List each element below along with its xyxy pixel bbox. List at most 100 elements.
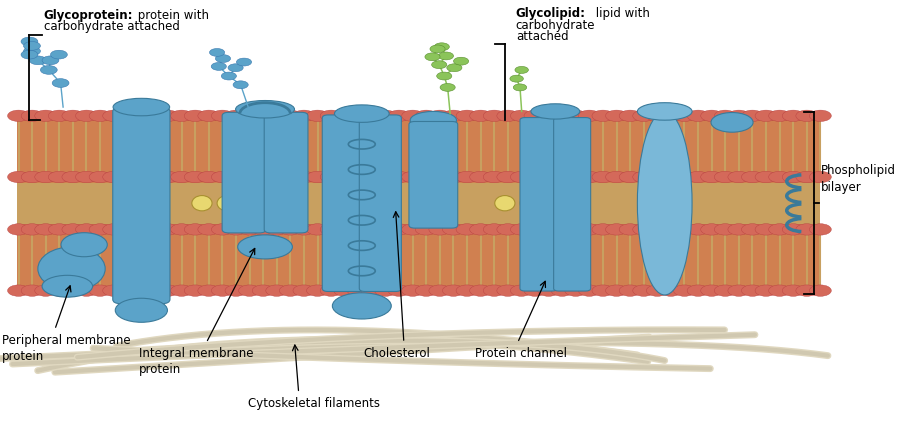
Circle shape <box>524 285 546 296</box>
Circle shape <box>233 81 248 89</box>
Circle shape <box>809 171 832 183</box>
Circle shape <box>388 110 410 121</box>
Circle shape <box>144 171 165 183</box>
Circle shape <box>50 50 67 59</box>
Ellipse shape <box>113 98 170 116</box>
Circle shape <box>35 285 57 296</box>
Circle shape <box>157 110 179 121</box>
Circle shape <box>441 83 455 91</box>
Circle shape <box>646 224 668 235</box>
Circle shape <box>184 171 206 183</box>
Circle shape <box>796 110 818 121</box>
Text: protein with: protein with <box>134 9 209 22</box>
Circle shape <box>484 285 505 296</box>
Circle shape <box>592 285 614 296</box>
Circle shape <box>22 110 43 121</box>
Circle shape <box>673 171 696 183</box>
Circle shape <box>320 224 342 235</box>
Circle shape <box>456 285 478 296</box>
Circle shape <box>23 47 40 55</box>
Circle shape <box>538 110 559 121</box>
Text: Cytoskeletal filaments: Cytoskeletal filaments <box>248 397 380 410</box>
Circle shape <box>375 171 396 183</box>
Circle shape <box>511 224 532 235</box>
Circle shape <box>524 110 546 121</box>
Circle shape <box>619 171 641 183</box>
Ellipse shape <box>637 103 692 120</box>
Circle shape <box>320 171 342 183</box>
Circle shape <box>430 45 445 53</box>
Circle shape <box>347 110 369 121</box>
Circle shape <box>755 110 777 121</box>
Circle shape <box>388 171 410 183</box>
Circle shape <box>280 171 301 183</box>
Ellipse shape <box>334 105 389 122</box>
Circle shape <box>551 224 573 235</box>
Circle shape <box>30 56 46 65</box>
Circle shape <box>755 285 777 296</box>
Circle shape <box>497 110 519 121</box>
Circle shape <box>35 224 57 235</box>
Circle shape <box>809 110 832 121</box>
FancyBboxPatch shape <box>322 115 364 291</box>
Circle shape <box>144 110 165 121</box>
Circle shape <box>40 66 58 74</box>
Circle shape <box>700 171 723 183</box>
Circle shape <box>619 224 641 235</box>
Circle shape <box>497 285 519 296</box>
Circle shape <box>198 285 219 296</box>
Circle shape <box>266 110 288 121</box>
Circle shape <box>592 171 614 183</box>
Circle shape <box>211 110 234 121</box>
Circle shape <box>102 285 125 296</box>
Circle shape <box>35 110 57 121</box>
Circle shape <box>76 285 97 296</box>
Circle shape <box>171 224 192 235</box>
Circle shape <box>375 285 396 296</box>
Circle shape <box>7 171 30 183</box>
Circle shape <box>742 171 763 183</box>
Circle shape <box>511 171 532 183</box>
Circle shape <box>360 110 383 121</box>
Ellipse shape <box>237 235 292 259</box>
Circle shape <box>211 224 234 235</box>
Circle shape <box>511 285 532 296</box>
FancyBboxPatch shape <box>222 112 266 233</box>
Circle shape <box>116 224 138 235</box>
Bar <box>17 183 821 224</box>
Circle shape <box>742 224 763 235</box>
Circle shape <box>715 171 736 183</box>
Circle shape <box>211 62 227 70</box>
Ellipse shape <box>410 111 457 129</box>
Circle shape <box>347 171 369 183</box>
Circle shape <box>402 171 423 183</box>
Circle shape <box>7 285 30 296</box>
Ellipse shape <box>373 196 393 211</box>
Circle shape <box>293 224 315 235</box>
Circle shape <box>307 224 328 235</box>
Circle shape <box>280 110 301 121</box>
Circle shape <box>592 110 614 121</box>
Circle shape <box>715 110 736 121</box>
Circle shape <box>23 42 40 50</box>
Circle shape <box>809 224 832 235</box>
Text: carbohydrate: carbohydrate <box>516 19 595 32</box>
Circle shape <box>42 56 59 65</box>
Circle shape <box>578 110 601 121</box>
Circle shape <box>89 110 111 121</box>
Circle shape <box>334 171 356 183</box>
Circle shape <box>633 285 654 296</box>
Circle shape <box>796 224 818 235</box>
Circle shape <box>253 285 274 296</box>
Circle shape <box>497 171 519 183</box>
Circle shape <box>687 171 709 183</box>
Circle shape <box>415 110 437 121</box>
Ellipse shape <box>42 275 93 297</box>
Circle shape <box>728 285 750 296</box>
Circle shape <box>469 171 492 183</box>
Circle shape <box>660 110 681 121</box>
Circle shape <box>21 37 38 46</box>
Text: attached: attached <box>516 30 568 43</box>
Circle shape <box>129 171 152 183</box>
Circle shape <box>293 171 315 183</box>
